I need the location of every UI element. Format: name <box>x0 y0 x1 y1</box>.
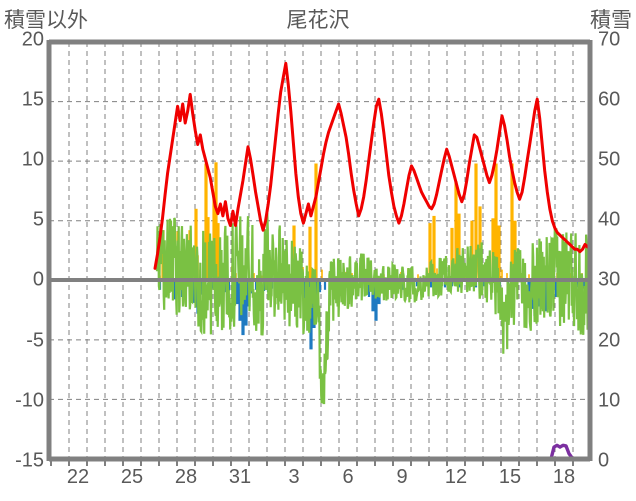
ytick-left-15: 15 <box>21 88 44 111</box>
green-line-series <box>155 213 592 405</box>
xtick-28: 28 <box>174 466 198 488</box>
ytick-right-50: 50 <box>598 148 621 171</box>
ytick-left-10: 10 <box>21 148 44 171</box>
ytick-left-m10: -10 <box>15 389 44 412</box>
ytick-left-5: 5 <box>32 208 44 231</box>
xtick-25: 25 <box>120 466 144 488</box>
xtick-15: 15 <box>498 466 522 488</box>
plot-background <box>47 40 592 461</box>
chart-title: 尾花沢 <box>286 9 350 32</box>
ytick-right-20: 20 <box>598 329 621 352</box>
ytick-right-10: 10 <box>598 389 621 412</box>
ytick-left-m5: -5 <box>26 329 44 352</box>
xtick-18: 18 <box>552 466 576 488</box>
xtick-31: 31 <box>228 466 252 488</box>
plot-frame <box>46 39 593 462</box>
right-axis-caption: 積雪 <box>590 9 632 32</box>
xtick-12: 12 <box>444 466 468 488</box>
ytick-right-30: 30 <box>598 268 621 291</box>
ytick-right-60: 60 <box>598 88 621 111</box>
x-tick-marks <box>50 459 574 466</box>
ytick-right-40: 40 <box>598 208 621 231</box>
xtick-22: 22 <box>66 466 90 488</box>
xtick-9: 9 <box>396 466 408 488</box>
ytick-left-20: 20 <box>21 28 44 51</box>
ytick-right-0: 0 <box>598 449 610 472</box>
ytick-left-0: 0 <box>32 268 44 291</box>
left-axis-caption: 積雪以外 <box>4 9 88 32</box>
xtick-6: 6 <box>342 466 354 488</box>
xtick-3: 3 <box>288 466 300 488</box>
ytick-left-m15: -15 <box>15 449 44 472</box>
ytick-right-70: 70 <box>598 28 621 51</box>
red-line-series <box>153 61 592 270</box>
